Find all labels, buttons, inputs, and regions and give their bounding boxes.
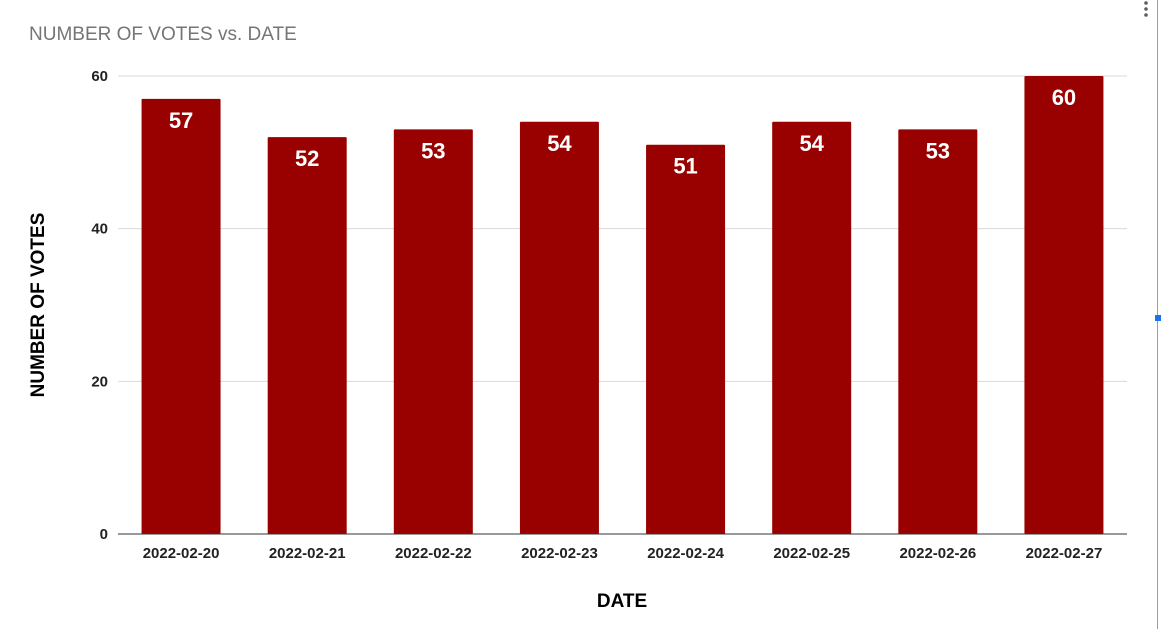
data-label: 57 xyxy=(169,108,193,133)
x-tick-label: 2022-02-26 xyxy=(899,545,976,562)
chart-title: NUMBER OF VOTES vs. DATE xyxy=(29,24,297,45)
data-label: 54 xyxy=(799,131,824,156)
data-label: 51 xyxy=(673,154,697,179)
x-tick-label: 2022-02-23 xyxy=(521,545,598,562)
x-tick-label: 2022-02-22 xyxy=(395,545,472,562)
x-tick-label: 2022-02-24 xyxy=(647,545,724,562)
data-label: 53 xyxy=(421,138,445,163)
vertical-ellipsis-icon[interactable] xyxy=(1144,1,1148,17)
y-axis-title: NUMBER OF VOTES xyxy=(28,213,49,398)
bar[interactable] xyxy=(898,129,978,534)
x-axis-ticks: 2022-02-20 2022-02-21 2022-02-22 2022-02-23… xyxy=(143,545,1103,562)
y-tick-label: 0 xyxy=(100,526,108,543)
y-tick-label: 40 xyxy=(91,221,108,238)
x-tick-label: 2022-02-25 xyxy=(773,545,850,562)
bar[interactable] xyxy=(141,98,221,535)
y-axis-ticks: 0 20 40 60 xyxy=(91,68,108,543)
y-tick-label: 60 xyxy=(91,68,108,85)
x-axis-title: DATE xyxy=(597,591,647,612)
x-tick-label: 2022-02-27 xyxy=(1026,545,1103,562)
data-label: 60 xyxy=(1052,85,1076,110)
bars xyxy=(141,76,1104,535)
x-tick-label: 2022-02-21 xyxy=(269,545,346,562)
x-tick-label: 2022-02-20 xyxy=(143,545,220,562)
data-labels: 57 52 53 54 51 54 53 60 xyxy=(169,85,1076,179)
data-label: 52 xyxy=(295,146,319,171)
resize-handle[interactable] xyxy=(1155,315,1161,321)
bar[interactable] xyxy=(267,137,347,535)
data-label: 53 xyxy=(926,138,950,163)
bar[interactable] xyxy=(1024,76,1104,534)
bar[interactable] xyxy=(393,129,473,534)
bar[interactable] xyxy=(772,121,852,535)
bar[interactable] xyxy=(646,144,726,534)
bar[interactable] xyxy=(519,121,599,535)
data-label: 54 xyxy=(547,131,572,156)
y-tick-label: 20 xyxy=(91,373,108,390)
